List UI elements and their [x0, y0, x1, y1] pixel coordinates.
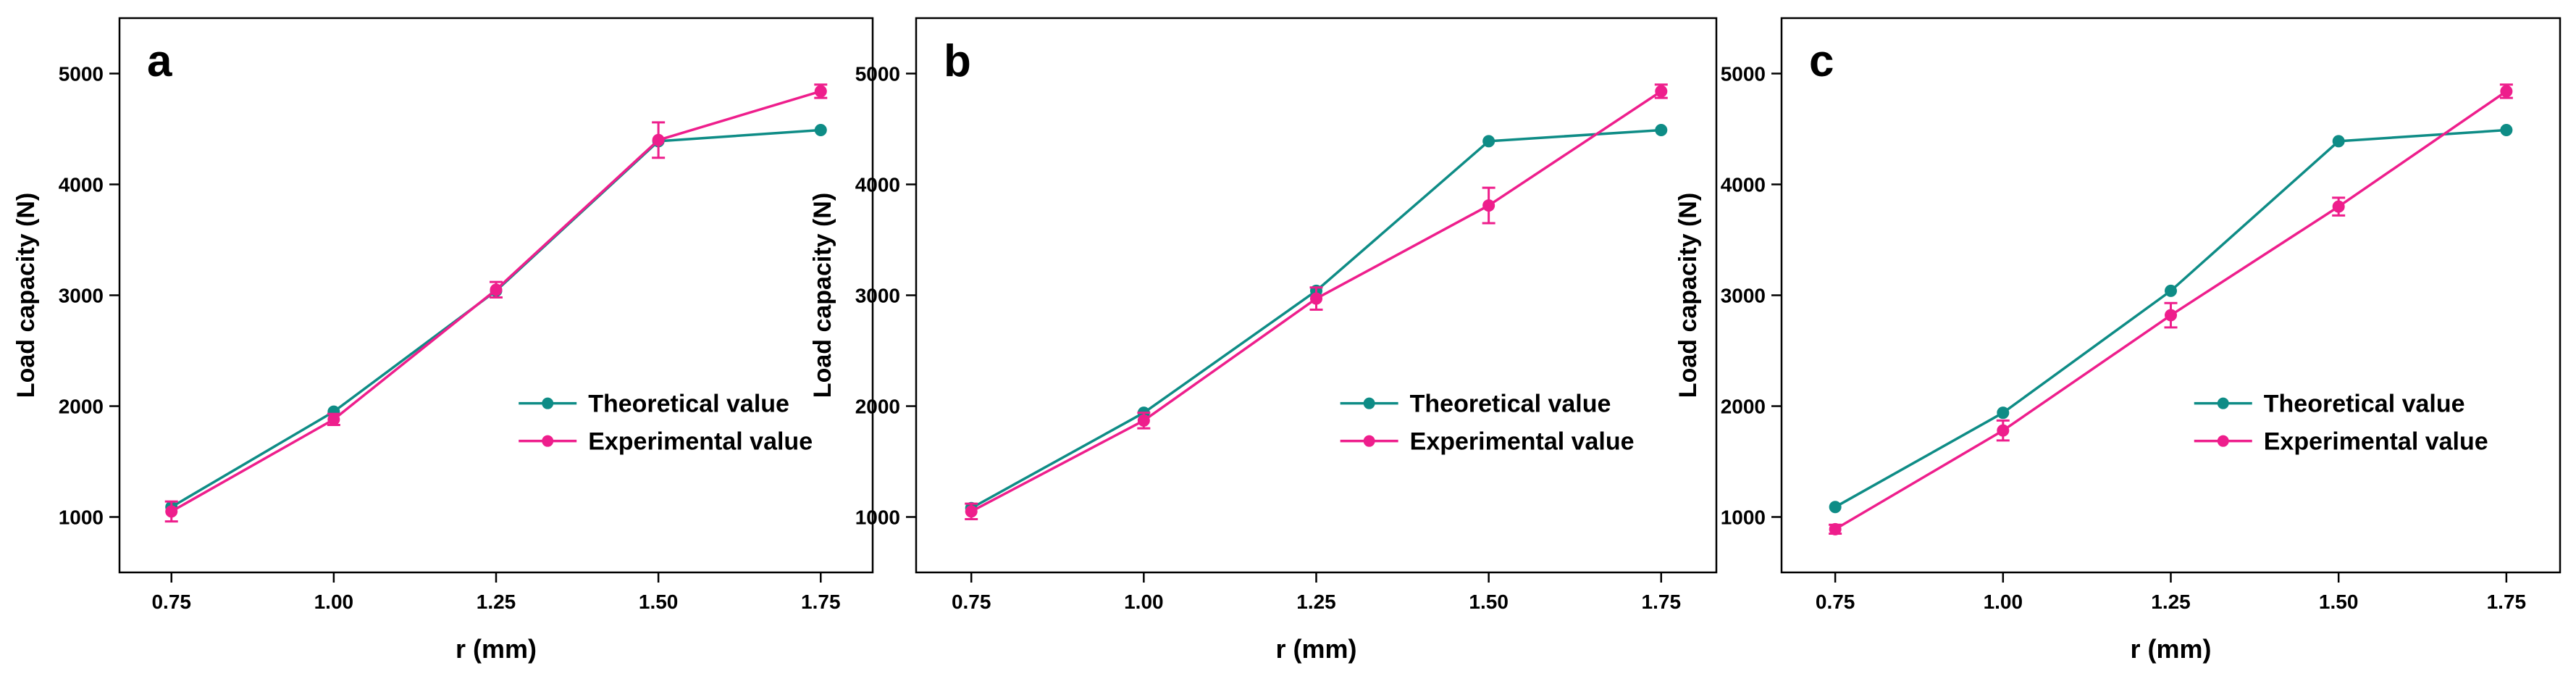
- series-experimental: [164, 83, 828, 523]
- data-point: [1310, 292, 1322, 305]
- legend-label: Experimental value: [1410, 428, 1635, 456]
- y-tick-label: 3000: [59, 285, 104, 307]
- data-point: [1482, 135, 1495, 148]
- y-tick-label: 4000: [1721, 174, 1766, 196]
- x-tick-label: 1.25: [1296, 591, 1336, 613]
- y-axis-label: Load capacity (N): [809, 193, 836, 398]
- chart-panel-b: 1000 2000 3000 4000 5000 0.75 1.00 1.25 1.50 1.75…: [809, 17, 1718, 664]
- x-tick-label: 1.00: [1984, 591, 2023, 613]
- chart-panel-c: 1000 2000 3000 4000 5000 0.75 1.00 1.25 1.50 1.75…: [1674, 17, 2562, 664]
- data-point: [1829, 522, 1842, 535]
- series-experimental: [1829, 83, 2513, 535]
- legend: Theoretical value Experimental value: [519, 391, 813, 456]
- panel-label: c: [1809, 36, 1834, 86]
- x-axis-label: r (mm): [456, 634, 537, 664]
- x-tick-label: 1.00: [314, 591, 354, 613]
- x-tick-label: 1.50: [2319, 591, 2359, 613]
- legend-label: Theoretical value: [588, 391, 789, 418]
- y-tick-label: 5000: [855, 63, 900, 86]
- data-point: [2165, 284, 2177, 297]
- legend-marker: [1363, 435, 1375, 447]
- legend: Theoretical value Experimental value: [1340, 391, 1635, 456]
- series-theoretical: [1829, 124, 2513, 514]
- y-tick-label: 5000: [59, 63, 104, 86]
- data-point: [1829, 501, 1842, 514]
- data-point: [1655, 124, 1668, 137]
- y-tick-label: 3000: [1721, 285, 1766, 307]
- y-tick-label: 4000: [59, 174, 104, 196]
- panel-label: a: [147, 36, 172, 86]
- legend-marker: [2217, 435, 2229, 447]
- data-point: [327, 413, 340, 426]
- y-tick-label: 2000: [59, 396, 104, 418]
- series-experimental: [965, 83, 1668, 521]
- legend-label: Experimental value: [588, 428, 813, 456]
- data-point: [814, 124, 827, 137]
- x-tick-label: 0.75: [1816, 591, 1855, 613]
- y-axis-label: Load capacity (N): [12, 193, 40, 398]
- y-tick-label: 2000: [1721, 396, 1766, 418]
- y-tick-label: 4000: [855, 174, 900, 196]
- data-point: [814, 85, 827, 98]
- x-tick-label: 1.75: [2487, 591, 2527, 613]
- y-tick-label: 1000: [1721, 506, 1766, 529]
- data-point: [652, 133, 665, 146]
- legend-marker: [542, 435, 554, 447]
- x-tick-label: 1.50: [1469, 591, 1509, 613]
- data-point: [2332, 200, 2345, 213]
- data-point: [1997, 424, 2010, 437]
- legend-marker: [2217, 397, 2229, 409]
- x-tick-label: 0.75: [151, 591, 191, 613]
- data-point: [1482, 199, 1495, 212]
- x-tick-label: 0.75: [952, 591, 991, 613]
- legend-marker: [542, 397, 554, 409]
- x-axis-label: r (mm): [1275, 634, 1356, 664]
- y-tick-label: 1000: [855, 506, 900, 529]
- x-tick-label: 1.00: [1124, 591, 1164, 613]
- legend-label: Experimental value: [2264, 428, 2488, 456]
- data-point: [2500, 85, 2513, 98]
- x-tick-label: 1.25: [2151, 591, 2191, 613]
- data-point: [2500, 124, 2513, 137]
- y-tick-label: 2000: [855, 396, 900, 418]
- y-tick-label: 5000: [1721, 63, 1766, 86]
- x-tick-label: 1.25: [477, 591, 516, 613]
- data-point: [490, 283, 503, 296]
- data-point: [1655, 85, 1668, 98]
- legend: Theoretical value Experimental value: [2194, 391, 2488, 456]
- data-point: [2165, 309, 2177, 322]
- data-point: [2332, 135, 2345, 148]
- x-tick-label: 1.75: [801, 591, 841, 613]
- legend-marker: [1363, 397, 1375, 409]
- x-tick-label: 1.75: [1642, 591, 1682, 613]
- x-tick-label: 1.50: [639, 591, 679, 613]
- x-axis-label: r (mm): [2130, 634, 2211, 664]
- data-point: [965, 505, 978, 518]
- y-tick-label: 3000: [855, 285, 900, 307]
- y-axis-label: Load capacity (N): [1674, 193, 1702, 398]
- data-point: [1997, 406, 2010, 420]
- legend-label: Theoretical value: [1410, 391, 1611, 418]
- data-point: [165, 505, 178, 518]
- panel-label: b: [944, 36, 971, 86]
- y-tick-label: 1000: [59, 506, 104, 529]
- legend-label: Theoretical value: [2264, 391, 2465, 418]
- data-point: [1137, 414, 1150, 427]
- chart-panel-a: 1000 2000 3000 4000 5000 0.75 1.00 1.25 1.50 1.75…: [12, 17, 874, 664]
